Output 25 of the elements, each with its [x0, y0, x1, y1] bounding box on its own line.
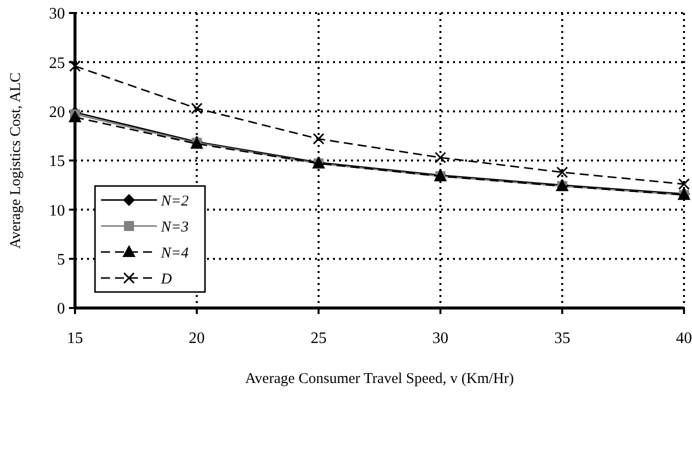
y-tick-label: 10 — [49, 202, 65, 220]
legend-label: N=3 — [160, 219, 189, 236]
x-tick-label: 40 — [676, 330, 692, 347]
y-tick-label: 25 — [49, 54, 65, 72]
point — [191, 102, 203, 114]
x-tick-label: 20 — [188, 330, 205, 347]
x-tick-label: 25 — [310, 330, 327, 347]
y-tick-label: 20 — [49, 104, 65, 121]
y-tick-label: 15 — [49, 153, 65, 170]
point — [312, 133, 324, 145]
point — [678, 178, 690, 190]
x-tick-label: 35 — [554, 330, 570, 347]
y-tick-label: 0 — [57, 300, 65, 318]
x-axis-title: Average Consumer Travel Speed, v (Km/Hr) — [245, 371, 514, 387]
legend-label: N=4 — [160, 245, 190, 262]
y-tick-label: 30 — [49, 6, 65, 23]
y-axis-title: Average Logistics Cost, ALC — [8, 72, 24, 249]
point — [556, 166, 568, 178]
point — [68, 110, 82, 122]
point — [69, 60, 81, 72]
legend-label: D — [160, 271, 172, 288]
legend-label: N=2 — [160, 193, 190, 210]
point — [434, 152, 446, 164]
y-tick-label: 5 — [57, 251, 65, 268]
x-tick-label: 30 — [432, 330, 448, 347]
